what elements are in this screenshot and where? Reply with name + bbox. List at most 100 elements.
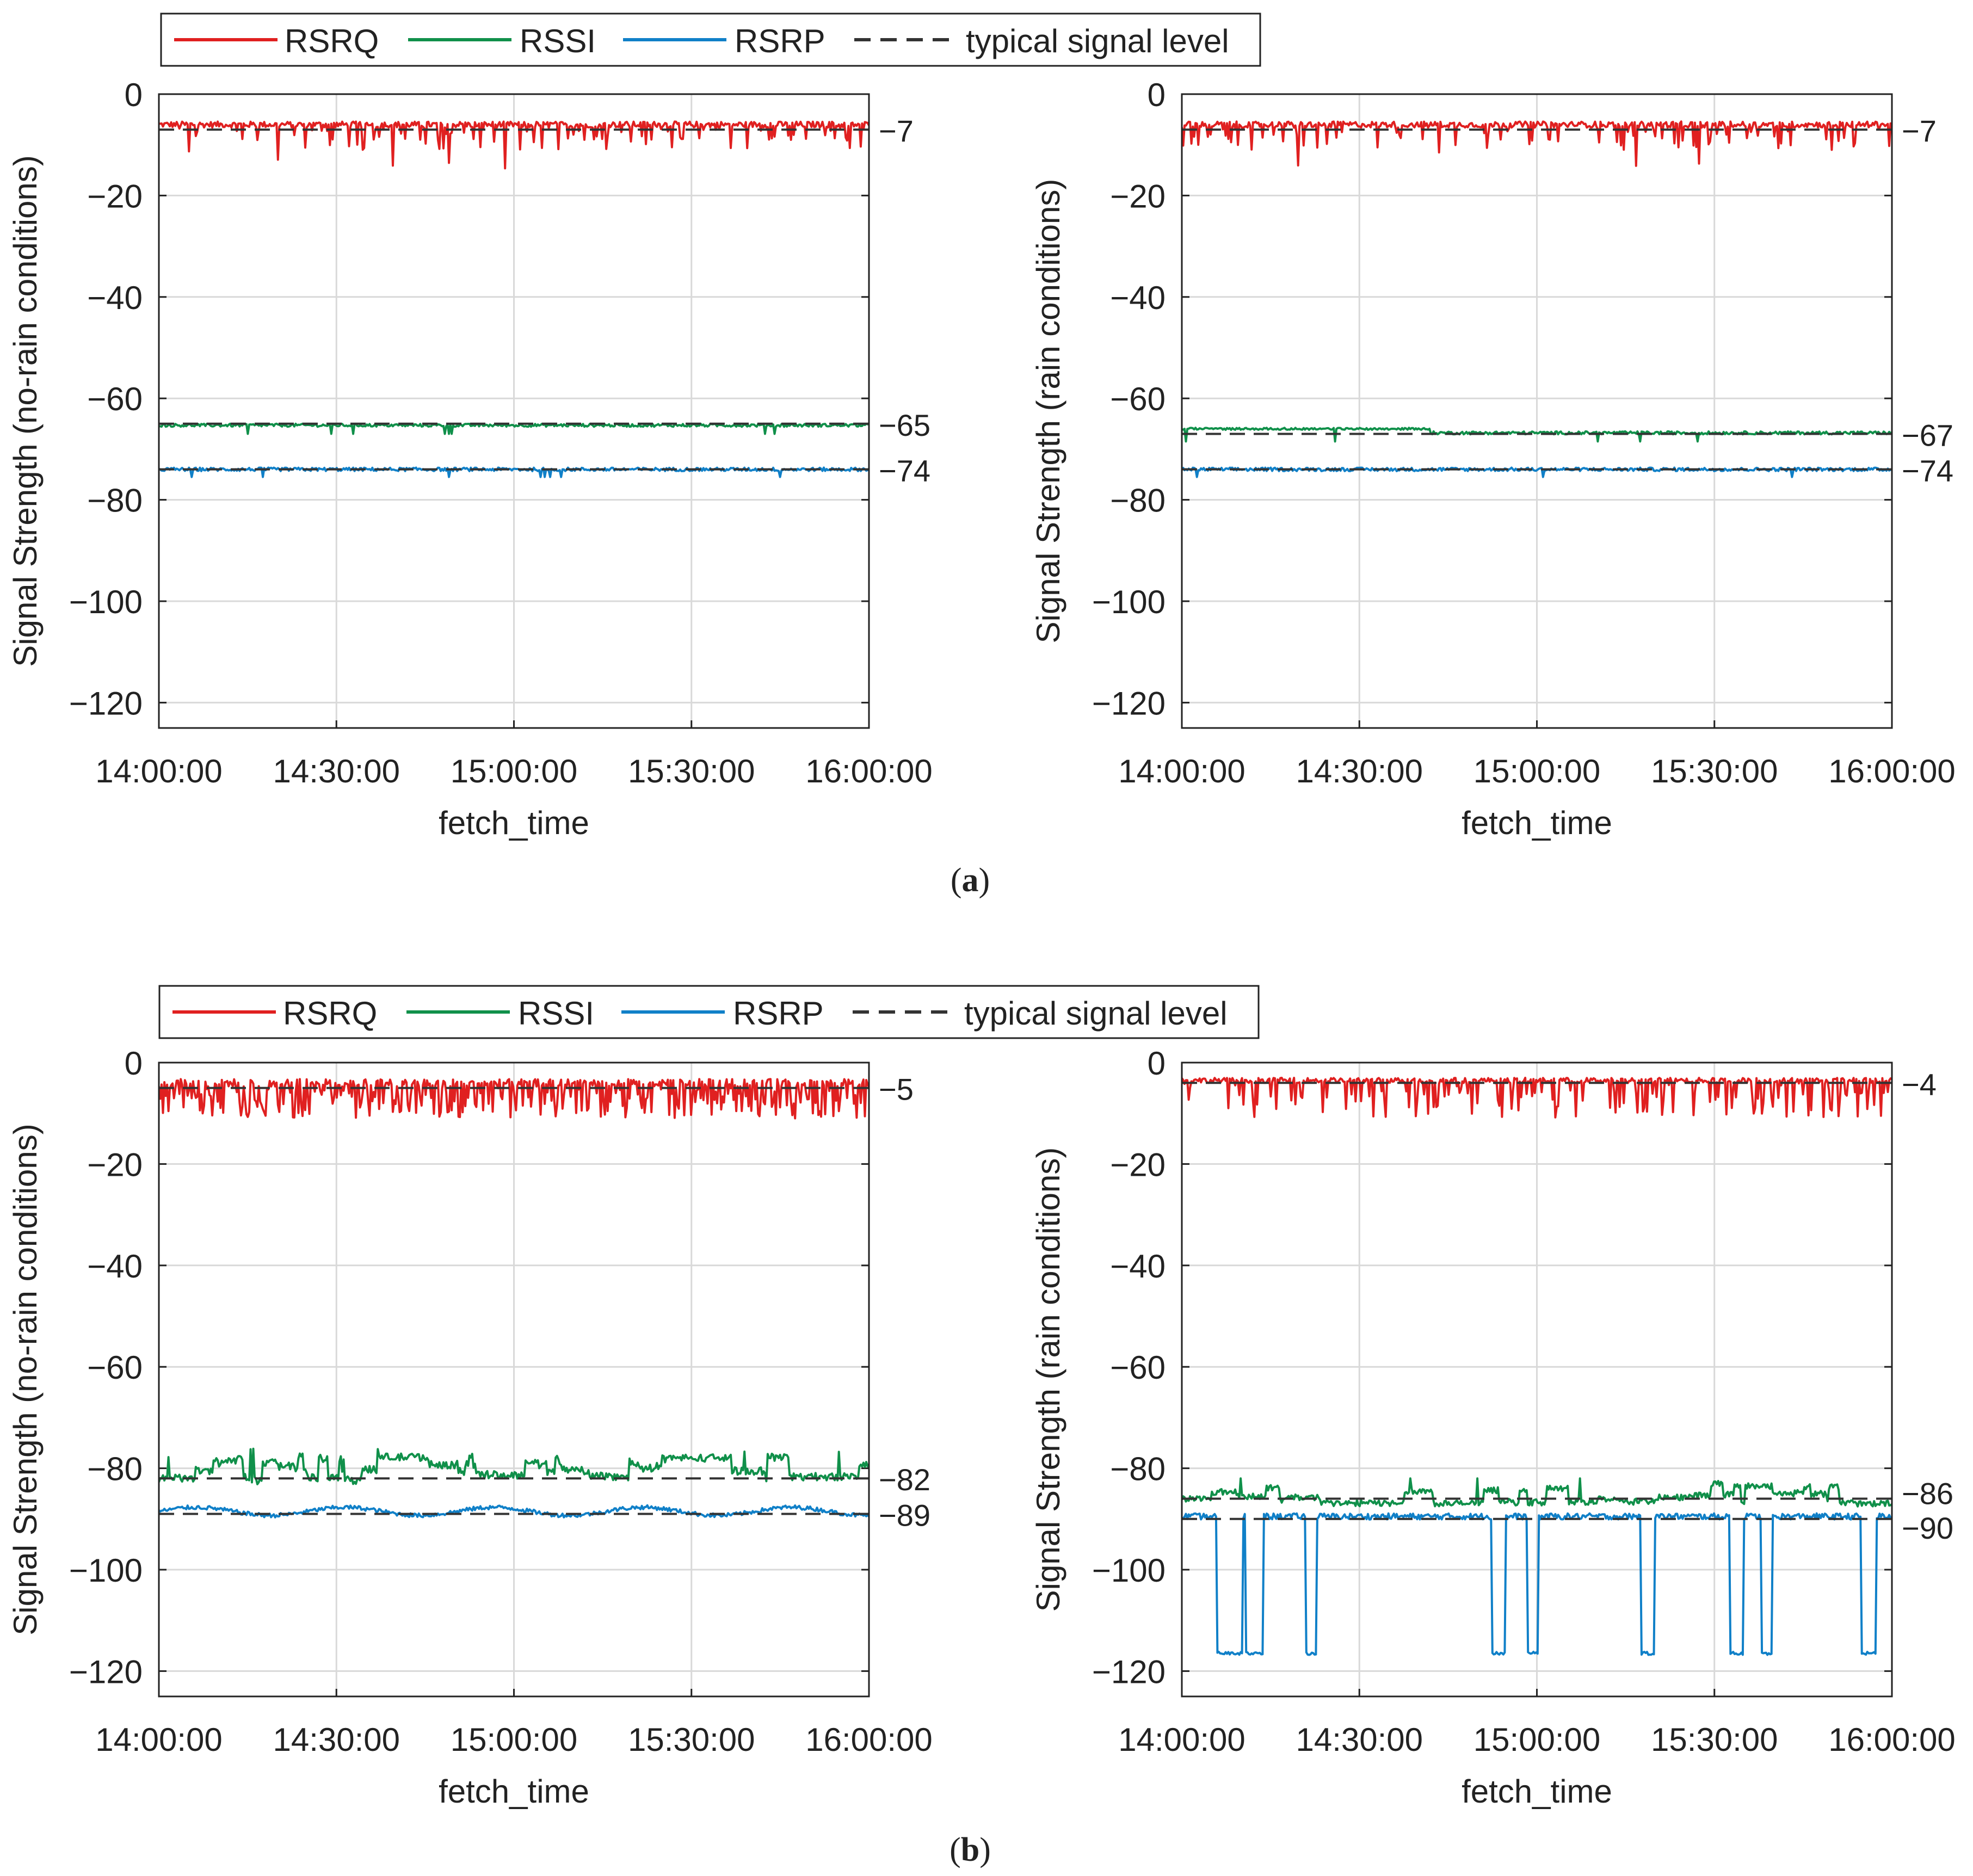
ytick-label: −80 bbox=[1110, 483, 1166, 519]
xtick-label: 14:30:00 bbox=[273, 753, 400, 789]
legend-a-rsrq-label: RSRQ bbox=[285, 23, 379, 59]
ytick-label: 0 bbox=[125, 77, 143, 113]
typical-level-label: −7 bbox=[879, 114, 914, 148]
ytick-label: −20 bbox=[87, 178, 143, 214]
xtick-label: 15:30:00 bbox=[1651, 753, 1778, 789]
ytick-label: −40 bbox=[87, 1248, 143, 1285]
ytick-label: −40 bbox=[1110, 280, 1166, 316]
legend-b-rsrq-label: RSRQ bbox=[283, 995, 377, 1032]
y-axis-label: Signal Strength (no-rain conditions) bbox=[7, 155, 44, 667]
series-line-rsrp bbox=[159, 466, 869, 478]
caption-b: (b) bbox=[949, 1831, 991, 1868]
series-line-rsrq bbox=[1182, 120, 1892, 167]
typical-level-label: −90 bbox=[1902, 1511, 1953, 1545]
xtick-label: 14:00:00 bbox=[1118, 1721, 1246, 1758]
legend-b: RSRQ RSSI RSRP typical signal level bbox=[158, 985, 1260, 1039]
caption-a-letter: a bbox=[962, 862, 979, 899]
xtick-label: 15:30:00 bbox=[628, 753, 755, 789]
xtick-label: 15:30:00 bbox=[628, 1721, 755, 1758]
series-line-rsrq bbox=[159, 1078, 869, 1120]
ytick-label: −60 bbox=[87, 381, 143, 417]
plot-lines bbox=[159, 120, 869, 478]
series-line-rssi bbox=[1182, 1477, 1892, 1508]
y-axis-label: Signal Strength (rain conditions) bbox=[1030, 179, 1066, 644]
legend-a-rssi-label: RSSI bbox=[520, 23, 596, 59]
x-axis-label: fetch_time bbox=[1462, 1773, 1612, 1810]
plot-lines bbox=[1182, 1077, 1892, 1656]
panel-a-left: 0 −20 −40 −60 −80 −100 −120 14:00:00 14:30:00 15:… bbox=[7, 77, 933, 841]
typical-level-label: −86 bbox=[1902, 1477, 1953, 1511]
typical-level-label: −74 bbox=[1902, 454, 1953, 488]
series-line-rssi bbox=[159, 1447, 869, 1485]
xtick-label: 14:30:00 bbox=[1296, 1721, 1423, 1758]
ytick-label: −60 bbox=[1110, 381, 1166, 417]
xtick-label: 14:30:00 bbox=[273, 1721, 400, 1758]
legend-a: RSRQ RSSI RSRP typical signal level bbox=[160, 13, 1261, 67]
ytick-label: −40 bbox=[1110, 1248, 1166, 1285]
ytick-label: −120 bbox=[1092, 685, 1166, 721]
legend-b-rsrp-label: RSRP bbox=[733, 995, 824, 1032]
ytick-label: 0 bbox=[1148, 1045, 1166, 1082]
plot-lines bbox=[159, 1078, 869, 1519]
x-axis-label: fetch_time bbox=[439, 805, 589, 841]
series-line-rssi bbox=[159, 422, 869, 435]
panel-a-right: 0 −20 −40 −60 −80 −100 −120 14:00:00 14:30:00 15:… bbox=[1030, 77, 1956, 841]
ytick-label: −100 bbox=[1092, 584, 1166, 620]
caption-b-letter: b bbox=[961, 1831, 979, 1868]
series-line-rssi bbox=[1182, 427, 1892, 443]
ytick-label: −120 bbox=[69, 685, 143, 721]
xtick-label: 15:00:00 bbox=[1473, 1721, 1601, 1758]
x-axis-label: fetch_time bbox=[439, 1773, 589, 1810]
ytick-label: −20 bbox=[87, 1146, 143, 1183]
typical-level-label: −4 bbox=[1902, 1067, 1937, 1101]
panel-b-left: 0 −20 −40 −60 −80 −100 −120 14:00:00 14:30:00 15:… bbox=[7, 1045, 933, 1810]
ytick-label: −100 bbox=[69, 584, 143, 620]
ytick-label: −20 bbox=[1110, 178, 1166, 214]
xtick-label: 14:00:00 bbox=[1118, 753, 1246, 789]
typical-level-label: −7 bbox=[1902, 114, 1937, 148]
series-line-rsrp bbox=[159, 1504, 869, 1519]
series-line-rsrq bbox=[1182, 1077, 1892, 1119]
legend-b-typical-label: typical signal level bbox=[964, 995, 1228, 1032]
ytick-label: −120 bbox=[69, 1653, 143, 1690]
ytick-label: −60 bbox=[1110, 1349, 1166, 1386]
typical-level-label: −65 bbox=[879, 408, 930, 442]
series-line-rsrp bbox=[1182, 1512, 1892, 1656]
ytick-label: 0 bbox=[125, 1045, 143, 1082]
xtick-label: 15:00:00 bbox=[451, 1721, 578, 1758]
typical-level-label: −67 bbox=[1902, 418, 1953, 452]
ytick-label: −80 bbox=[1110, 1451, 1166, 1488]
xtick-label: 16:00:00 bbox=[1828, 753, 1956, 789]
xtick-label: 14:00:00 bbox=[95, 753, 223, 789]
typical-level-label: −74 bbox=[879, 454, 930, 488]
series-line-rsrp bbox=[1182, 466, 1892, 478]
xtick-label: 15:00:00 bbox=[451, 753, 578, 789]
ytick-label: −100 bbox=[69, 1552, 143, 1589]
xtick-label: 14:00:00 bbox=[95, 1721, 223, 1758]
ytick-label: −40 bbox=[87, 280, 143, 316]
caption-a: (a) bbox=[951, 862, 990, 899]
ytick-label: 0 bbox=[1148, 77, 1166, 113]
ytick-label: −20 bbox=[1110, 1146, 1166, 1183]
ytick-label: −120 bbox=[1092, 1653, 1166, 1690]
plot-frame bbox=[1181, 1062, 1893, 1698]
y-axis-label: Signal Strength (rain conditions) bbox=[1030, 1147, 1066, 1612]
xtick-label: 15:00:00 bbox=[1473, 753, 1601, 789]
xtick-label: 15:30:00 bbox=[1651, 1721, 1778, 1758]
typical-level-label: −82 bbox=[879, 1462, 930, 1497]
xtick-label: 14:30:00 bbox=[1296, 753, 1423, 789]
plot-frame bbox=[1181, 93, 1893, 729]
xtick-label: 16:00:00 bbox=[1828, 1721, 1956, 1758]
xtick-label: 16:00:00 bbox=[805, 1721, 933, 1758]
typical-level-label: −5 bbox=[879, 1072, 914, 1107]
plot-lines bbox=[1182, 120, 1892, 478]
legend-b-rssi-label: RSSI bbox=[518, 995, 594, 1032]
plot-frame bbox=[158, 1062, 870, 1698]
plot-frame bbox=[158, 93, 870, 729]
x-axis-label: fetch_time bbox=[1462, 805, 1612, 841]
typical-level-label: −89 bbox=[879, 1498, 930, 1532]
xtick-label: 16:00:00 bbox=[805, 753, 933, 789]
ytick-label: −80 bbox=[87, 483, 143, 519]
legend-a-rsrp-label: RSRP bbox=[735, 23, 825, 59]
ytick-label: −60 bbox=[87, 1349, 143, 1386]
